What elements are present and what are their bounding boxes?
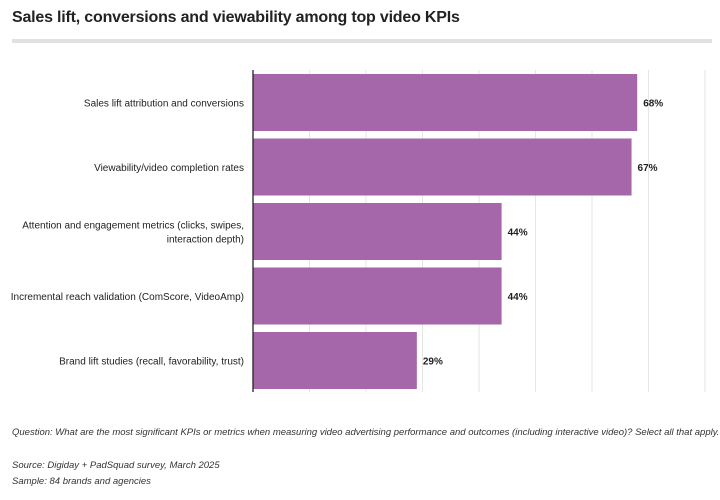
category-label: Attention and engagement metrics (clicks… [22,221,244,246]
category-label: Viewability/video completion rates [94,163,244,174]
data-label: 67% [638,163,658,174]
data-label: 44% [508,292,528,303]
category-label: Incremental reach validation (ComScore, … [11,292,244,303]
source-footnote: Source: Digiday + PadSquad survey, March… [12,460,220,471]
data-label: 44% [508,228,528,239]
category-label-line: Viewability/video completion rates [94,163,244,174]
chart-title: Sales lift, conversions and viewability … [12,9,460,26]
category-label: Sales lift attribution and conversions [84,99,244,110]
title-divider [12,39,712,43]
bar [253,332,417,389]
category-label: Brand lift studies (recall, favorability… [59,357,244,368]
category-label-line: Incremental reach validation (ComScore, … [11,292,244,303]
data-label: 68% [643,99,663,110]
bar [253,203,502,260]
bar [253,74,638,131]
bar-chart: 68% Sales lift attribution and conversion… [11,70,706,392]
data-label: 29% [423,357,443,368]
category-label-line: Brand lift studies (recall, favorability… [59,357,244,368]
bar [253,267,502,325]
category-label-line: Attention and engagement metrics (clicks… [22,221,244,232]
category-label-line: Sales lift attribution and conversions [84,99,244,110]
sample-footnote: Sample: 84 brands and agencies [12,476,151,487]
category-label-line: interaction depth) [167,235,244,246]
bar [253,138,632,196]
question-footnote: Question: What are the most significant … [12,427,720,438]
